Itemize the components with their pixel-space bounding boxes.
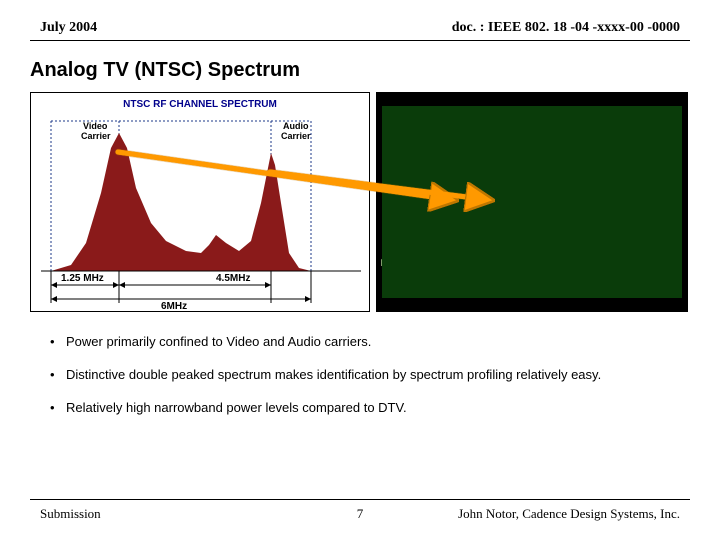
bullet-item: Power primarily confined to Video and Au…: [50, 334, 680, 349]
svg-text:Carrier: Carrier: [81, 131, 111, 141]
footer-left: Submission: [40, 506, 101, 522]
bullet-item: Relatively high narrowband power levels …: [50, 400, 680, 415]
page-title: Analog TV (NTSC) Spectrum: [30, 59, 720, 82]
header-doc: doc. : IEEE 802. 18 -04 -xxxx-00 -0000: [452, 20, 680, 36]
footer-right: John Notor, Cadence Design Systems, Inc.: [458, 506, 680, 522]
bullet-item: Distinctive double peaked spectrum makes…: [50, 367, 680, 382]
svg-text:6MHz: 6MHz: [161, 301, 187, 312]
figure-row: NTSC RF CHANNEL SPECTRUM VideoCarrierAud…: [30, 92, 690, 312]
svg-text:Carrier: Carrier: [281, 131, 311, 141]
bullet-list: Power primarily confined to Video and Au…: [50, 334, 680, 415]
footer-line: [30, 499, 690, 500]
header: July 2004 doc. : IEEE 802. 18 -04 -xxxx-…: [0, 0, 720, 40]
ntsc-diagram: NTSC RF CHANNEL SPECTRUM VideoCarrierAud…: [30, 92, 370, 312]
footer-page: 7: [357, 506, 364, 522]
header-date: July 2004: [40, 20, 97, 36]
svg-text:4.5MHz: 4.5MHz: [216, 273, 250, 284]
diagram-title: NTSC RF CHANNEL SPECTRUM: [31, 99, 369, 110]
svg-text:Audio: Audio: [283, 121, 309, 131]
svg-text:Video: Video: [83, 121, 108, 131]
spectrum-chart: VideoCarrierAudioCarrier1.25 MHz4.5MHz6M…: [31, 93, 371, 313]
svg-text:1.25 MHz: 1.25 MHz: [61, 273, 104, 284]
header-underline: [30, 40, 690, 41]
oscilloscope: -10-20-30-40-50-60-70: [376, 92, 688, 312]
footer: Submission 7 John Notor, Cadence Design …: [0, 506, 720, 522]
